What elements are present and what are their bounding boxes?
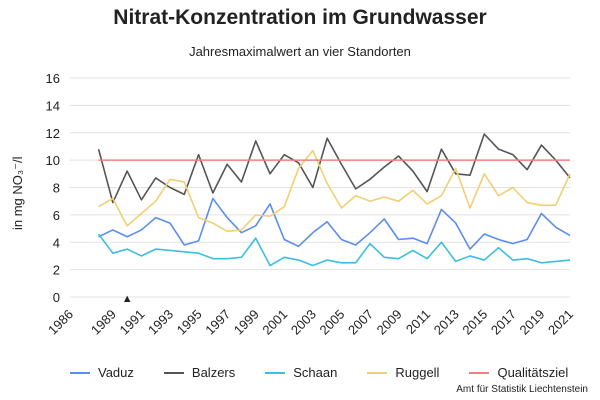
x-tick-label: 2001 xyxy=(259,307,290,338)
series-layer xyxy=(97,133,571,267)
legend-item: Schaan xyxy=(265,365,337,380)
x-tick-label: 1991 xyxy=(116,307,147,338)
chart-title: Nitrat-Konzentration im Grundwasser xyxy=(113,6,487,29)
y-tick-label: 6 xyxy=(53,208,60,223)
x-tick-label: 2007 xyxy=(345,307,376,338)
legend-label: Schaan xyxy=(293,365,338,380)
y-tick-label: 14 xyxy=(46,98,60,113)
x-tick-label: 2017 xyxy=(488,307,519,338)
legend: Vaduz Balzers Schaan Ruggell Qualitätsziel xyxy=(70,365,568,380)
legend-item: Ruggell xyxy=(367,365,439,380)
marker-layer: ▲ xyxy=(122,293,133,305)
series-line-balzers xyxy=(97,133,571,204)
x-tick-label: 1993 xyxy=(145,307,176,338)
series-line-ruggell xyxy=(98,149,571,233)
legend-swatch xyxy=(469,371,490,374)
x-tick-label: 2015 xyxy=(459,307,490,338)
x-tick-label: 1995 xyxy=(174,307,205,338)
x-tick-label: 2009 xyxy=(374,307,405,338)
x-tick-label: 2011 xyxy=(403,307,433,337)
x-tick-label: 1999 xyxy=(231,307,262,338)
x-tick-label: 2021 xyxy=(545,307,576,338)
x-tick-label: 1989 xyxy=(88,307,119,338)
x-tick-label: 2013 xyxy=(431,307,462,338)
y-tick-label: 12 xyxy=(46,126,60,141)
grid-layer xyxy=(70,77,570,298)
legend-swatch xyxy=(265,371,286,374)
y-tick-label: 0 xyxy=(53,290,60,305)
series-line-schaan xyxy=(97,233,571,267)
y-tick-label: 16 xyxy=(46,71,60,86)
y-tick-label: 10 xyxy=(46,153,60,168)
legend-label: Qualitätsziel xyxy=(497,365,569,380)
chart-subtitle: Jahresmaximalwert an vier Standorten xyxy=(189,44,411,59)
legend-label: Vaduz xyxy=(98,365,134,380)
triangle-marker-icon: ▲ xyxy=(122,293,133,305)
legend-label: Balzers xyxy=(191,365,236,380)
y-tick-label: 8 xyxy=(53,181,60,196)
x-tick-label: 2003 xyxy=(288,307,319,338)
legend-swatch xyxy=(163,371,184,374)
y-tick-label: 4 xyxy=(53,235,60,250)
legend-swatch xyxy=(70,371,90,374)
x-tick-label: 2019 xyxy=(516,307,547,338)
legend-item: Balzers xyxy=(163,365,236,380)
series-line-vaduz xyxy=(98,197,571,250)
y-tick-label: 2 xyxy=(53,263,60,278)
legend-swatch xyxy=(367,371,388,374)
x-tick-label: 2005 xyxy=(316,307,347,338)
x-tick-label: 1986 xyxy=(45,307,76,338)
legend-label: Ruggell xyxy=(395,365,440,380)
legend-item: Vaduz xyxy=(70,365,134,380)
x-tick-label: 1997 xyxy=(202,307,233,338)
legend-item: Qualitätsziel xyxy=(469,365,568,380)
source-note: Amt für Statistik Liechtenstein xyxy=(456,384,588,395)
